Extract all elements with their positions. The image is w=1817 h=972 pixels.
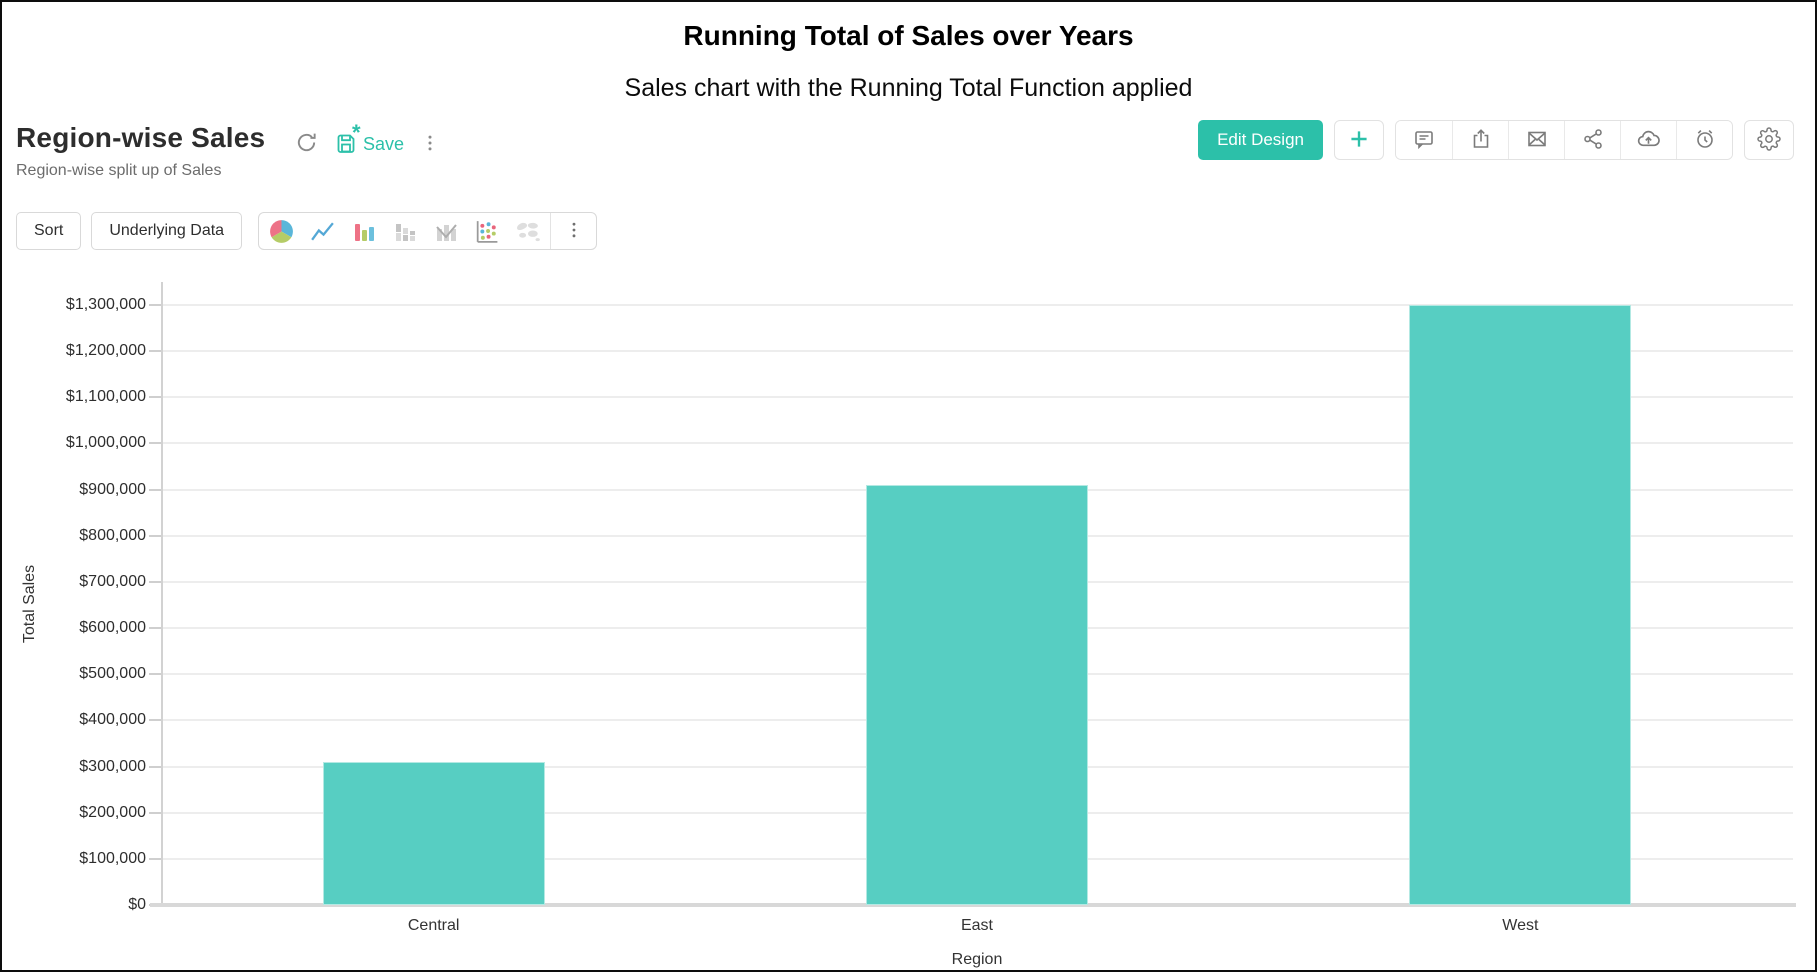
y-axis-tick xyxy=(149,811,162,814)
map-chart-icon[interactable] xyxy=(507,213,548,249)
x-category-label: West xyxy=(1502,917,1539,934)
share-icon xyxy=(1581,127,1605,154)
settings-button[interactable] xyxy=(1744,120,1794,160)
underlying-data-button[interactable]: Underlying Data xyxy=(91,212,243,250)
y-tick-label: $100,000 xyxy=(79,849,146,867)
bar-central[interactable] xyxy=(322,762,545,905)
y-tick-label: $0 xyxy=(128,896,146,913)
x-category-label: Central xyxy=(407,917,460,934)
more-chart-types-button[interactable] xyxy=(553,213,594,249)
gridline xyxy=(163,304,1793,306)
gridline xyxy=(163,396,1793,399)
chart-type-switcher xyxy=(258,212,598,250)
y-axis-tick xyxy=(149,765,162,768)
bar-west[interactable] xyxy=(1409,305,1632,905)
gear-icon xyxy=(1757,126,1781,154)
edit-design-button[interactable]: Edit Design xyxy=(1198,120,1323,160)
share-button[interactable] xyxy=(1564,121,1620,159)
y-tick-label: $900,000 xyxy=(79,480,146,498)
divider xyxy=(550,213,552,249)
y-axis-tick xyxy=(149,580,162,583)
plus-icon xyxy=(1346,126,1372,155)
share-actions-group xyxy=(1395,120,1733,160)
y-axis-tick xyxy=(149,442,162,445)
publish-button[interactable] xyxy=(1620,121,1676,159)
y-axis-tick xyxy=(149,350,162,353)
y-tick-label: $1,000,000 xyxy=(65,434,146,452)
kebab-menu-icon xyxy=(564,219,584,244)
y-tick-label: $1,300,000 xyxy=(65,296,146,313)
report-subtitle: Region-wise split up of Sales xyxy=(16,162,222,179)
line-chart-icon[interactable] xyxy=(302,213,343,249)
y-tick-label: $500,000 xyxy=(79,665,146,683)
save-label: Save xyxy=(363,133,405,154)
gridline xyxy=(163,442,1793,445)
gridline xyxy=(163,350,1793,353)
save-button[interactable]: * Save xyxy=(334,121,405,158)
y-axis-tick xyxy=(149,396,162,399)
alarm-clock-icon xyxy=(1693,127,1717,154)
report-quick-actions: * Save xyxy=(295,121,440,160)
cloud-upload-icon xyxy=(1636,126,1661,154)
comment-icon xyxy=(1412,127,1436,154)
more-options-button[interactable] xyxy=(420,132,440,157)
add-button[interactable] xyxy=(1334,120,1384,160)
x-category-label: East xyxy=(960,917,993,934)
bar-chart: Total Sales Region $0 $100,000 $200,000 $30… xyxy=(2,257,1815,970)
y-tick-label: $700,000 xyxy=(79,572,146,590)
y-tick-label: $400,000 xyxy=(79,711,146,729)
bar-east[interactable] xyxy=(866,485,1088,905)
combo-chart-icon[interactable] xyxy=(425,213,466,249)
x-axis-line xyxy=(150,903,1796,907)
sort-button[interactable]: Sort xyxy=(16,212,82,250)
view-toolbar: Sort Underlying Data xyxy=(16,212,598,250)
y-axis-tick xyxy=(149,719,162,722)
refresh-icon xyxy=(295,131,318,157)
y-tick-label: $1,200,000 xyxy=(65,342,146,360)
report-toolbar-right: Edit Design xyxy=(1198,120,1794,160)
stacked-bar-chart-icon[interactable] xyxy=(384,213,425,249)
schedule-button[interactable] xyxy=(1676,121,1732,159)
comment-button[interactable] xyxy=(1396,121,1452,159)
y-axis-tick xyxy=(149,857,162,860)
export-button[interactable] xyxy=(1452,121,1508,159)
y-axis-tick xyxy=(149,304,162,306)
kebab-menu-icon xyxy=(420,132,440,157)
y-axis-tick xyxy=(149,534,162,537)
refresh-button[interactable] xyxy=(295,131,318,157)
scatter-chart-icon[interactable] xyxy=(466,213,507,249)
y-axis-tick xyxy=(149,673,162,676)
report-header: Region-wise Sales Region-wise split up o… xyxy=(2,114,1815,204)
page-header: Running Total of Sales over Years Sales … xyxy=(2,20,1815,103)
y-tick-label: $300,000 xyxy=(79,757,146,775)
y-tick-label: $600,000 xyxy=(79,619,146,637)
pie-chart-icon[interactable] xyxy=(261,213,302,249)
export-icon xyxy=(1469,127,1493,154)
email-icon xyxy=(1525,127,1549,154)
bar-chart-icon[interactable] xyxy=(343,213,384,249)
y-tick-label: $200,000 xyxy=(79,803,146,821)
y-axis-line xyxy=(161,282,163,905)
report-title: Region-wise Sales xyxy=(16,122,266,153)
page-title: Running Total of Sales over Years xyxy=(683,20,1134,51)
save-icon xyxy=(334,131,358,158)
unsaved-indicator: * xyxy=(352,119,361,145)
y-tick-label: $1,100,000 xyxy=(65,388,146,406)
email-button[interactable] xyxy=(1508,121,1564,159)
y-axis-tick xyxy=(149,488,162,491)
x-axis-title: Region xyxy=(951,951,1003,968)
y-axis-tick xyxy=(149,627,162,630)
page-subtitle: Sales chart with the Running Total Funct… xyxy=(624,74,1193,102)
y-tick-label: $800,000 xyxy=(79,526,146,544)
